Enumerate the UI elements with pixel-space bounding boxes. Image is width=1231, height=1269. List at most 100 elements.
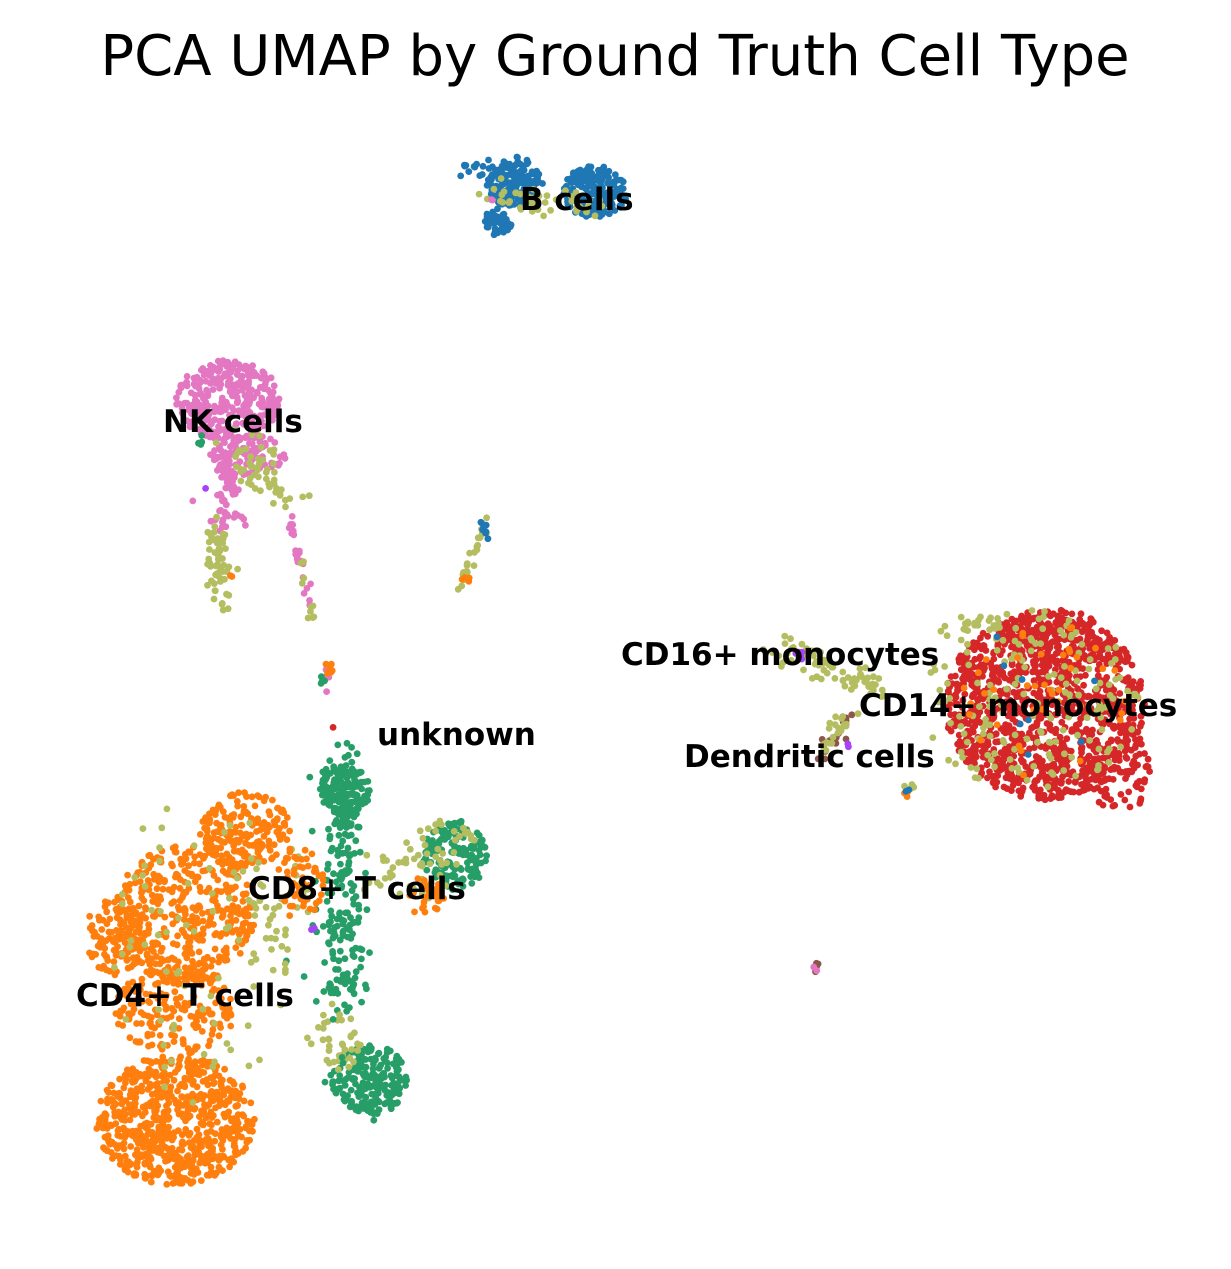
- point-cd4-t-cells: [174, 1087, 181, 1095]
- point-unknown: [161, 1063, 169, 1071]
- point-cd4-t-cells: [201, 961, 209, 968]
- point-cd4-t-cells: [122, 1079, 129, 1087]
- point-cd8-t-cells: [362, 796, 370, 804]
- point-cd14-monocytes: [1057, 779, 1065, 787]
- point-cd4-t-cells: [247, 1099, 255, 1107]
- point-cd4-t-cells: [303, 855, 310, 863]
- point-cd8-t-cells: [348, 1100, 355, 1107]
- point-cd4-t-cells: [236, 836, 244, 843]
- point-b-cells: [584, 190, 592, 198]
- point-cd8-t-cells: [329, 786, 336, 793]
- point-unknown: [490, 185, 498, 193]
- point-unknown: [211, 587, 219, 594]
- point-cd14-monocytes: [992, 738, 1000, 746]
- point-nk-cells: [241, 400, 249, 408]
- point-cd4-t-cells: [215, 1163, 223, 1171]
- point-cd4-t-cells: [208, 1031, 216, 1038]
- point-unknown: [141, 883, 149, 890]
- point-b-cells: [485, 178, 493, 185]
- point-cd8-t-cells: [375, 1076, 382, 1083]
- point-cd8-t-cells: [362, 1094, 370, 1101]
- point-cd4-t-cells: [269, 796, 276, 804]
- point-unknown: [254, 455, 262, 463]
- point-cd8-t-cells: [318, 784, 326, 792]
- point-unknown: [173, 970, 181, 977]
- point-nk-cells: [178, 405, 186, 412]
- point-b-cells: [482, 521, 490, 529]
- point-cd4-t-cells: [227, 912, 234, 920]
- point-cd4-t-cells: [116, 934, 124, 942]
- point-unknown: [453, 860, 460, 868]
- point-cd4-t-cells: [235, 789, 243, 796]
- point-unknown: [573, 207, 580, 215]
- point-cd4-t-cells: [259, 823, 267, 831]
- point-cd4-t-cells: [248, 927, 256, 935]
- point-cd14-monocytes: [988, 672, 996, 679]
- point-cd4-t-cells: [175, 1015, 183, 1023]
- point-cd14-monocytes: [1052, 650, 1060, 657]
- point-cd8-t-cells: [346, 926, 353, 934]
- point-cd8-t-cells: [330, 870, 337, 878]
- point-cd14-monocytes: [979, 629, 987, 637]
- point-unknown: [235, 936, 243, 944]
- point-cd14-monocytes: [1053, 660, 1061, 668]
- point-cd4-t-cells: [136, 1072, 144, 1080]
- point-cd4-t-cells: [196, 831, 204, 838]
- point-cd4-t-cells: [280, 820, 288, 827]
- point-cd8-t-cells: [366, 949, 373, 956]
- point-unknown: [432, 827, 439, 835]
- point-cd8-t-cells: [468, 880, 476, 887]
- point-unknown: [341, 1046, 349, 1053]
- point-nk-cells: [274, 401, 282, 409]
- point-b-cells: [571, 178, 579, 185]
- point-nk-cells: [290, 531, 298, 539]
- point-nk-cells: [209, 386, 217, 393]
- point-cd8-t-cells: [339, 837, 347, 845]
- point-cd4-t-cells: [176, 897, 184, 904]
- point-nk-cells: [271, 439, 279, 446]
- point-cd4-t-cells: [176, 1062, 183, 1070]
- point-b-cells: [523, 160, 531, 168]
- point-b-cells: [611, 207, 619, 214]
- point-cd4-t-cells: [227, 1022, 235, 1030]
- point-cd4-t-cells: [148, 1031, 156, 1038]
- point-cd14-monocytes: [957, 666, 965, 674]
- point-cd4-t-cells: [149, 967, 157, 975]
- point-nk-cells: [270, 382, 278, 390]
- point-cd4-t-cells: [181, 1082, 189, 1089]
- point-cd4-t-cells: [170, 1038, 178, 1045]
- point-cd8-t-cells: [482, 857, 489, 865]
- point-unknown: [157, 1017, 165, 1024]
- point-unknown: [189, 1099, 197, 1106]
- point-cd4-t-cells: [210, 1079, 218, 1086]
- point-cd4-t-cells: [232, 944, 240, 951]
- point-unknown: [227, 1046, 235, 1054]
- point-cd4-t-cells: [185, 848, 193, 856]
- point-cd8-t-cells: [361, 778, 368, 786]
- point-cd4-t-cells: [197, 888, 205, 895]
- point-nk-cells: [187, 389, 195, 397]
- point-cd8-t-cells: [334, 741, 342, 749]
- point-unknown: [273, 927, 280, 935]
- point-cd8-t-cells: [335, 831, 343, 839]
- point-unknown: [219, 606, 227, 614]
- point-cd8-t-cells: [351, 776, 358, 783]
- point-unknown: [190, 928, 198, 935]
- point-unknown: [325, 1042, 333, 1050]
- point-unknown: [255, 859, 262, 866]
- point-unknown: [269, 966, 277, 974]
- point-b-cells: [484, 535, 492, 543]
- point-nk-cells: [207, 380, 214, 387]
- point-nk-cells: [295, 549, 303, 557]
- point-cd4-t-cells: [132, 1171, 140, 1179]
- point-nk-cells: [197, 389, 204, 397]
- point-cd4-t-cells: [301, 846, 309, 854]
- point-nk-cells: [212, 366, 219, 373]
- point-cd14-monocytes: [955, 655, 963, 663]
- point-unknown: [208, 890, 216, 897]
- point-cd4-t-cells: [216, 1152, 224, 1160]
- point-cd14-monocytes: [1038, 768, 1046, 776]
- point-b-cells: [494, 205, 501, 213]
- point-unknown: [268, 946, 275, 953]
- point-b-cells: [490, 231, 498, 239]
